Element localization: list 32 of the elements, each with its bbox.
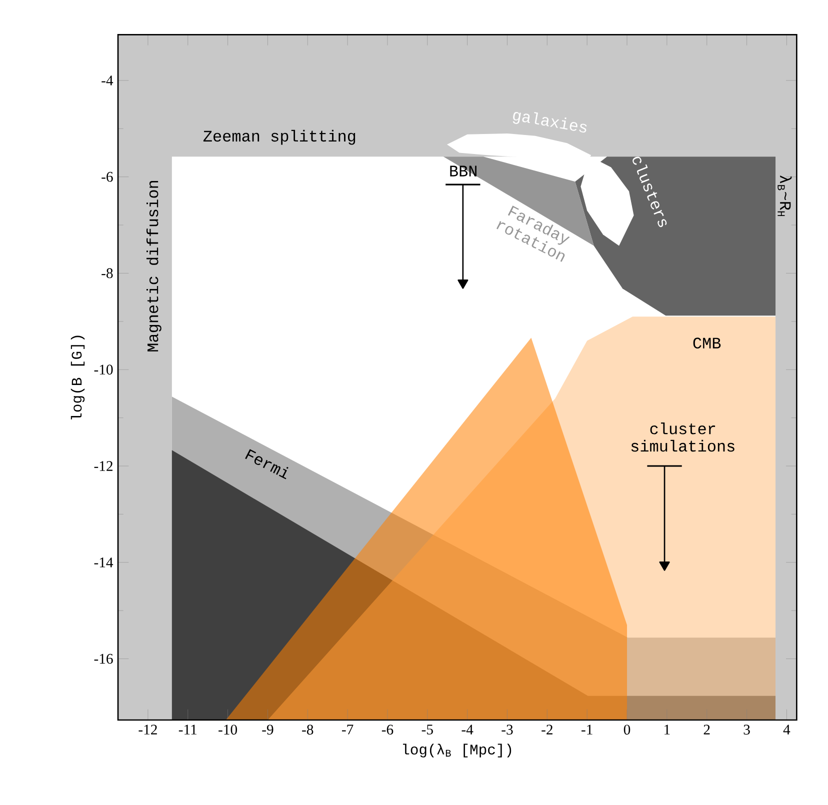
x-tick-label: -7: [342, 724, 354, 734]
band-label: Zeeman splitting: [203, 130, 356, 145]
x-tick-label: -10: [218, 724, 238, 734]
x-tick-label: 2: [704, 724, 710, 734]
x-tick-label: -11: [178, 724, 196, 734]
x-tick-label: -9: [262, 724, 274, 734]
x-tick-label: 1: [664, 724, 670, 734]
y-tick-label: -12: [94, 461, 112, 471]
text: log(λ$_{B}$ [Mpc]): [403, 744, 512, 758]
series-label: CMB: [693, 338, 721, 348]
band-label: Magnetic diffusion: [146, 180, 162, 352]
x-tick-label: -1: [582, 724, 592, 734]
series-label: BBN: [450, 166, 476, 176]
x-tick-label: 4: [783, 724, 790, 734]
y-tick-label: -14: [94, 557, 114, 568]
x-tick-label: -12: [138, 724, 157, 734]
y-axis-title: log(B [G]): [70, 336, 85, 420]
x-tick-label: 0: [624, 724, 630, 734]
text: cluster simulations: [631, 422, 734, 452]
band-label: λ$_{B}$~R$_{H}$: [778, 175, 792, 216]
y-tick-label: -8: [102, 268, 113, 278]
y-tick-label: -16: [94, 654, 113, 664]
y-tick-label: -6: [102, 172, 113, 182]
y-tick-label: -4: [102, 75, 114, 86]
y-tick-label: -10: [94, 364, 113, 374]
x-tick-label: -5: [422, 724, 433, 734]
x-tick-label: -2: [542, 724, 552, 734]
x-tick-label: -3: [502, 724, 513, 734]
x-tick-label: -4: [462, 724, 474, 734]
x-tick-label: 3: [744, 724, 750, 734]
x-tick-label: -8: [302, 724, 314, 734]
x-tick-label: -6: [382, 724, 394, 734]
